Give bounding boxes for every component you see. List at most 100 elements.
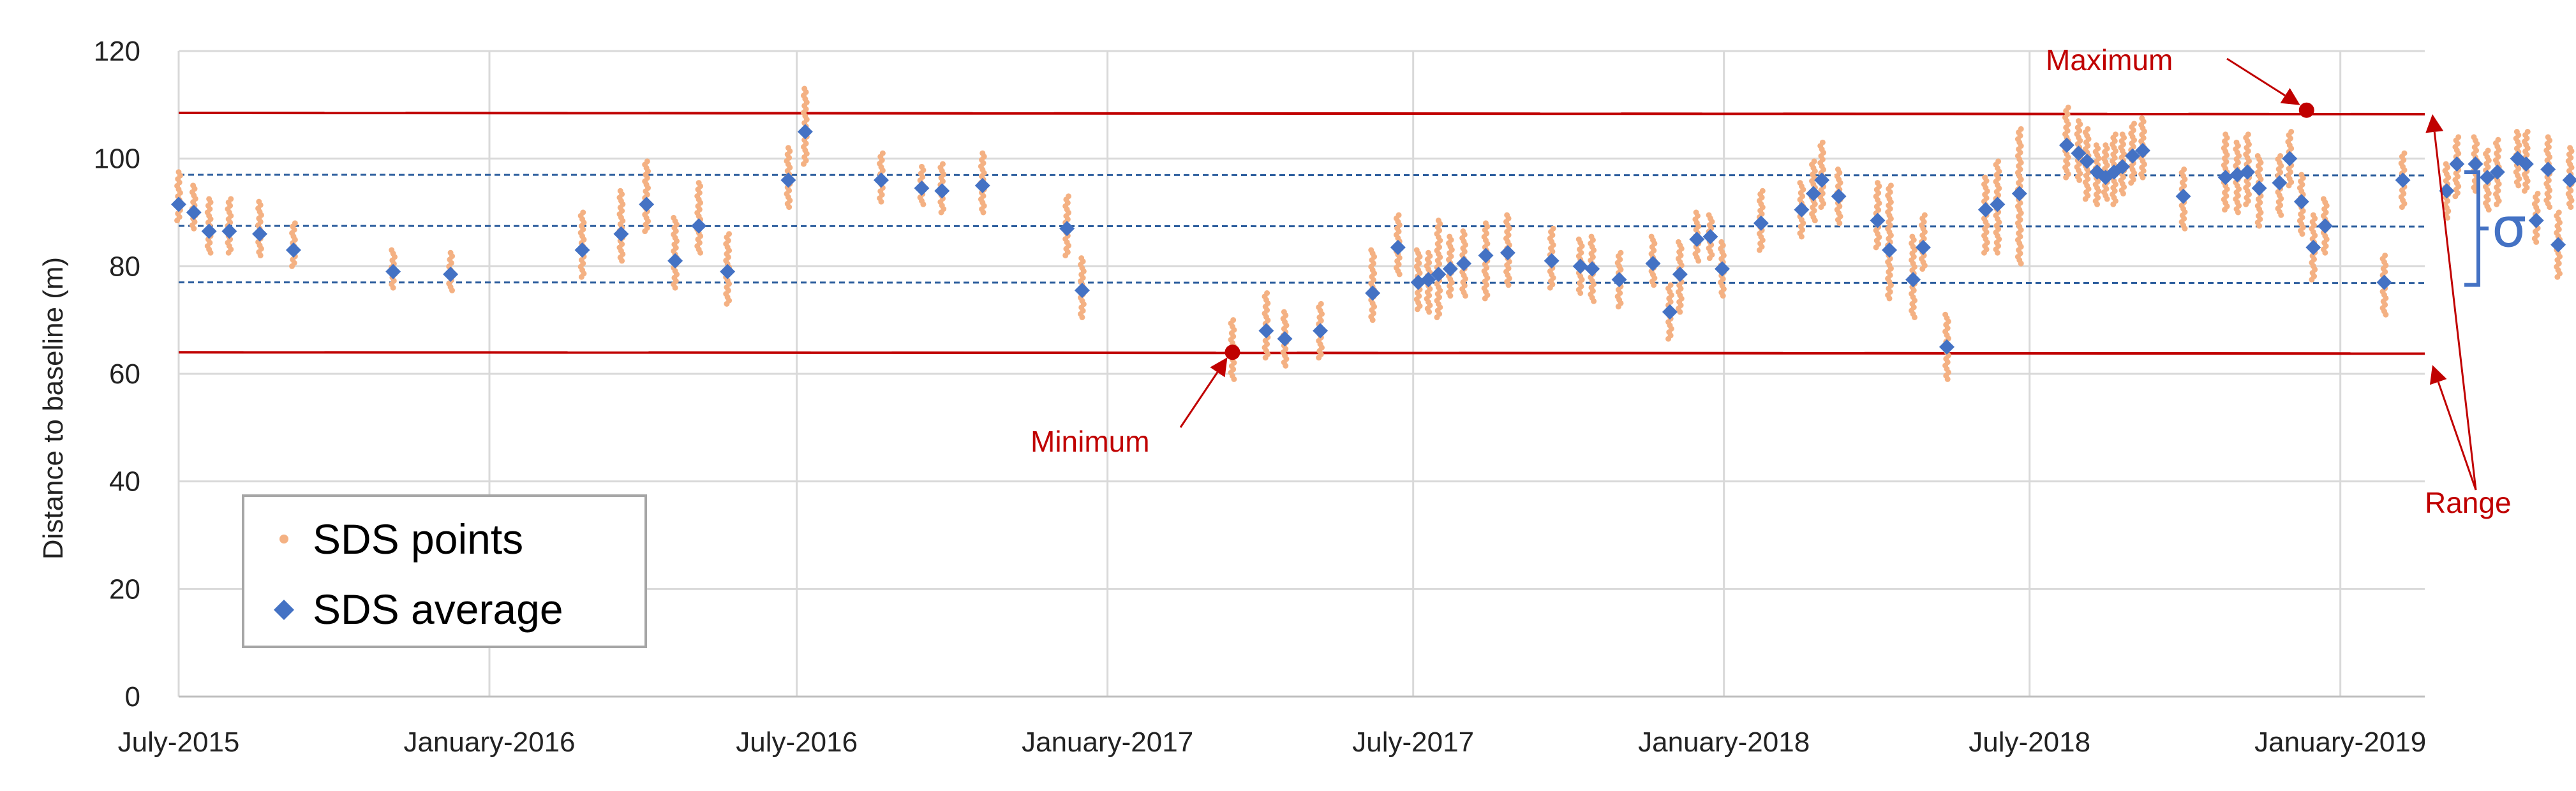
sds-average-marker: [2479, 170, 2495, 186]
x-tick-label: July-2018: [1969, 727, 2090, 758]
sds-average-marker: [873, 172, 889, 188]
sds-average-marker: [2240, 164, 2256, 180]
sds-average-marker: [1689, 232, 1705, 248]
sds-average-marker: [1611, 272, 1627, 288]
range-arrow-upper-shaft: [2433, 131, 2477, 491]
annotations: Maximum Minimum Range σ: [1031, 43, 2527, 519]
sds-point: [1588, 233, 1595, 240]
sds-point: [1718, 239, 1725, 245]
sds-point: [228, 196, 234, 202]
sds-average-marker: [1442, 261, 1458, 277]
y-tick-label: 60: [109, 359, 140, 390]
sds-point: [1667, 282, 1674, 288]
sds-average-marker: [1814, 172, 1830, 188]
sds-point: [1874, 180, 1880, 186]
sds-average-marker: [2175, 188, 2191, 204]
range-arrow-upper-head: [2425, 114, 2444, 133]
maximum-marker: [2298, 102, 2314, 118]
y-tick-label: 120: [94, 36, 140, 67]
sds-point: [2320, 196, 2327, 202]
sds-average-marker: [2011, 186, 2027, 202]
sds-average-marker: [574, 242, 590, 258]
sds-average-marker: [1500, 245, 1515, 261]
sds-average-marker: [1059, 221, 1075, 237]
x-tick-label: January-2017: [1022, 727, 1193, 758]
sds-average-marker: [1544, 253, 1560, 269]
sds-average-marker: [1431, 266, 1447, 282]
grid: [177, 50, 2425, 697]
y-tick-label: 20: [109, 573, 140, 605]
sds-average-marker: [720, 263, 736, 279]
sds-point: [1230, 317, 1237, 323]
sds-average-marker: [1870, 212, 1886, 228]
sds-point: [2567, 145, 2573, 151]
sds-average-marker: [780, 172, 796, 188]
sds-point: [979, 150, 986, 156]
sds-average-marker: [667, 253, 683, 269]
sds-point: [2545, 134, 2551, 140]
axes: 0 20 40 60 80 100 120 July-2015 January-2016 July…: [94, 36, 2427, 758]
sds-average-marker: [2550, 237, 2566, 253]
sds-average-marker: [914, 181, 930, 196]
sds-average-marker: [1645, 256, 1661, 272]
sds-point: [389, 247, 395, 253]
sds-point: [1921, 212, 1928, 218]
sds-average-marker: [2115, 159, 2131, 175]
sds-average-series: [171, 124, 2576, 360]
range-arrow-lower-head: [2429, 365, 2447, 385]
sds-point: [580, 209, 586, 216]
sds-average-marker: [1977, 202, 1993, 218]
sds-average-marker: [1702, 228, 1718, 244]
sds-point: [1447, 233, 1453, 240]
sds-point: [939, 161, 946, 167]
sds-point: [2139, 115, 2145, 121]
sds-point: [2298, 172, 2305, 178]
sds-point: [2254, 152, 2261, 159]
sds-average-marker: [2449, 156, 2465, 172]
range-arrow-lower-shaft: [2437, 381, 2477, 491]
sds-average-marker: [1882, 242, 1898, 258]
sds-points-series: [174, 85, 2575, 382]
sds-average-marker: [2468, 156, 2483, 172]
sds-point: [447, 249, 454, 256]
sds-point: [2382, 252, 2388, 258]
sds-point: [2401, 150, 2408, 156]
sds-point: [1078, 255, 1085, 262]
sds-average-marker: [2293, 194, 2309, 210]
range-arrow-lower: [2429, 365, 2477, 491]
reference-lines: [178, 111, 2425, 355]
sds-point: [2131, 121, 2138, 127]
x-tick-label: January-2018: [1638, 727, 1810, 758]
sds-point: [2288, 129, 2295, 135]
sds-point: [2119, 131, 2126, 138]
sds-point: [2018, 126, 2024, 132]
sds-point: [1819, 139, 1826, 145]
sds-average-marker: [252, 226, 268, 242]
sds-average-marker: [443, 266, 459, 282]
minimum-label: Minimum: [1031, 425, 1150, 458]
sds-point: [2181, 166, 2187, 173]
sds-average-marker: [2395, 172, 2411, 188]
sds-average-marker: [2305, 239, 2321, 255]
sds-average-marker: [691, 218, 707, 234]
sds-point: [2103, 142, 2109, 149]
sds-average-marker: [1715, 261, 1731, 277]
sds-point: [1909, 233, 1916, 240]
sds-point: [2222, 131, 2229, 138]
sds-average-marker: [1805, 186, 1821, 202]
sds-average-marker: [2272, 175, 2288, 191]
x-tick-label: July-2016: [736, 727, 858, 758]
x-tick-label: July-2017: [1352, 727, 1474, 758]
y-tick-label: 100: [94, 144, 140, 175]
sds-average-marker: [1478, 248, 1494, 263]
maximum-arrow-shaft: [2226, 57, 2286, 97]
sds-point: [1264, 290, 1270, 296]
sds-average-marker: [2317, 218, 2333, 234]
sds-point: [292, 220, 298, 226]
minimum-arrow: [1179, 357, 1228, 428]
sds-point: [206, 196, 212, 202]
sds-average-marker: [2518, 156, 2534, 172]
x-tick-label: January-2016: [403, 727, 575, 758]
sds-average-marker: [2376, 274, 2392, 290]
